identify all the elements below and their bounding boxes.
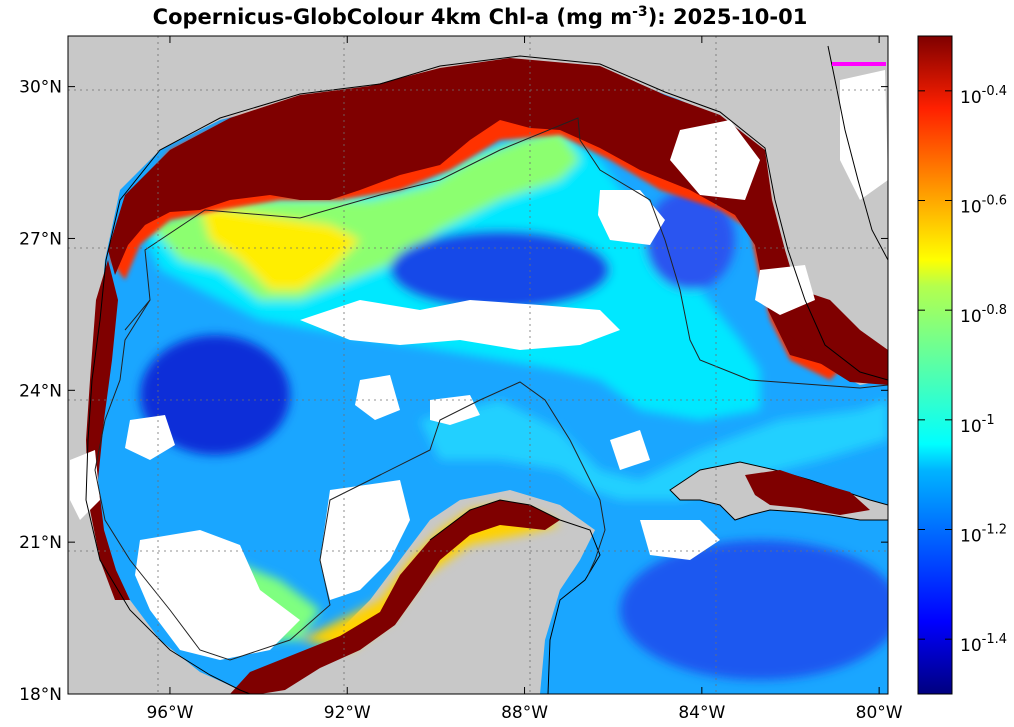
colorbar-tick-label: 10-1 xyxy=(960,413,995,437)
map-tick-marks xyxy=(68,36,888,695)
lat-tick-label: 21°N xyxy=(19,533,62,553)
lat-tick-label: 27°N xyxy=(19,229,62,249)
blue-caribbean xyxy=(620,540,888,680)
lat-tick-label: 30°N xyxy=(19,78,62,98)
boundary-line-west xyxy=(94,299,606,661)
deep-blue-central-basin xyxy=(390,230,610,310)
lon-tick-label: 96°W xyxy=(146,703,193,723)
colorbar-tick-label: 10-0.6 xyxy=(960,194,1007,218)
yucatan-coast xyxy=(429,499,601,694)
lat-tick-label: 24°N xyxy=(19,381,62,401)
lon-tick-label: 92°W xyxy=(324,703,371,723)
yellow-campeche xyxy=(300,505,560,650)
no-data-patches xyxy=(70,70,888,660)
colorbar xyxy=(917,35,953,695)
colorbar-tick-label: 10-0.4 xyxy=(960,84,1007,108)
cyan-loop-current xyxy=(420,400,888,500)
cuba-bloom xyxy=(745,470,870,515)
lon-tick-label: 80°W xyxy=(856,703,903,723)
lon-tick-label: 88°W xyxy=(501,703,548,723)
lat-tick-label: 18°N xyxy=(19,685,62,705)
colorbar-tick-label: 10-0.8 xyxy=(960,303,1007,327)
colorbar-tick-label: 10-1.4 xyxy=(960,632,1007,656)
lon-tick-label: 84°W xyxy=(678,703,725,723)
deep-blue-west-basin xyxy=(140,335,290,455)
coastal-bloom-campeche xyxy=(230,500,560,694)
yellow-shelf-band xyxy=(200,205,360,290)
colorbar-tick-label: 10-1.2 xyxy=(960,523,1007,547)
coastal-bloom-florida-bay xyxy=(770,290,888,385)
coastal-bloom-north-core xyxy=(108,58,850,372)
map-area xyxy=(68,36,888,694)
latitude-labels: 18°N 21°N 24°N 27°N 30°N xyxy=(19,78,62,705)
colorbar-ticks: 10-0.4 10-0.6 10-0.8 10-1 10-1.2 10-1.4 xyxy=(918,84,1007,656)
boundary-line-north xyxy=(124,117,888,389)
longitude-labels: 96°W 92°W 88°W 84°W 80°W xyxy=(146,703,902,723)
florida-east-coast xyxy=(827,45,888,261)
map-frame xyxy=(67,35,889,695)
mexico-coastline xyxy=(85,439,251,694)
graticule xyxy=(68,36,888,694)
deep-blue-east-basin xyxy=(645,190,735,290)
map-title: Copernicus-GlobColour 4km Chl-a (mg m-3)… xyxy=(153,4,808,29)
gulf-coastline xyxy=(87,55,888,441)
